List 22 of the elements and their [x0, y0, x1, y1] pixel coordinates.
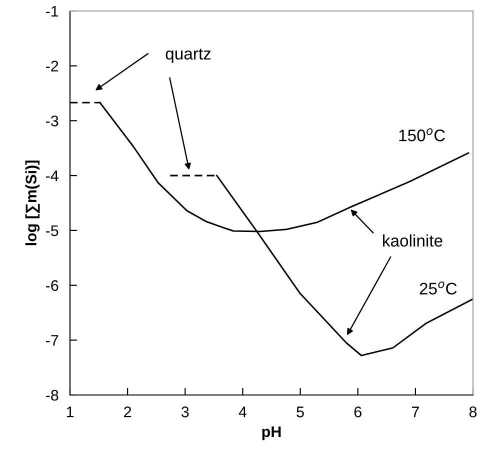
- y-tick-label: -8: [46, 390, 58, 401]
- x-tick-label: 1: [66, 406, 74, 418]
- y-axis-title: log [∑m(Si)]: [25, 160, 40, 246]
- x-axis-title: pH: [262, 426, 281, 440]
- y-tick-label: -6: [46, 280, 58, 291]
- x-tick-label: 4: [238, 406, 247, 418]
- x-tick-label: 3: [181, 406, 189, 418]
- x-tick-label: 6: [354, 406, 362, 418]
- x-tick-label: 5: [296, 406, 304, 418]
- y-tick-label: -3: [46, 116, 58, 126]
- annotation: kaolinite: [383, 234, 442, 247]
- y-tick-label: -7: [46, 335, 58, 346]
- series-label: 25$^{o}$C: [420, 281, 457, 295]
- y-tick-label: -2: [46, 60, 58, 72]
- annotation: quartz: [166, 48, 211, 63]
- x-tick-label: 7: [412, 406, 419, 418]
- x-tick-label: 2: [124, 406, 132, 418]
- y-tick-label: -1: [46, 6, 58, 17]
- y-tick-label: -5: [46, 225, 58, 236]
- x-tick-label: 8: [469, 406, 477, 418]
- series-label: 150$^{o}$C: [399, 128, 446, 142]
- y-tick-label: -4: [46, 170, 58, 182]
